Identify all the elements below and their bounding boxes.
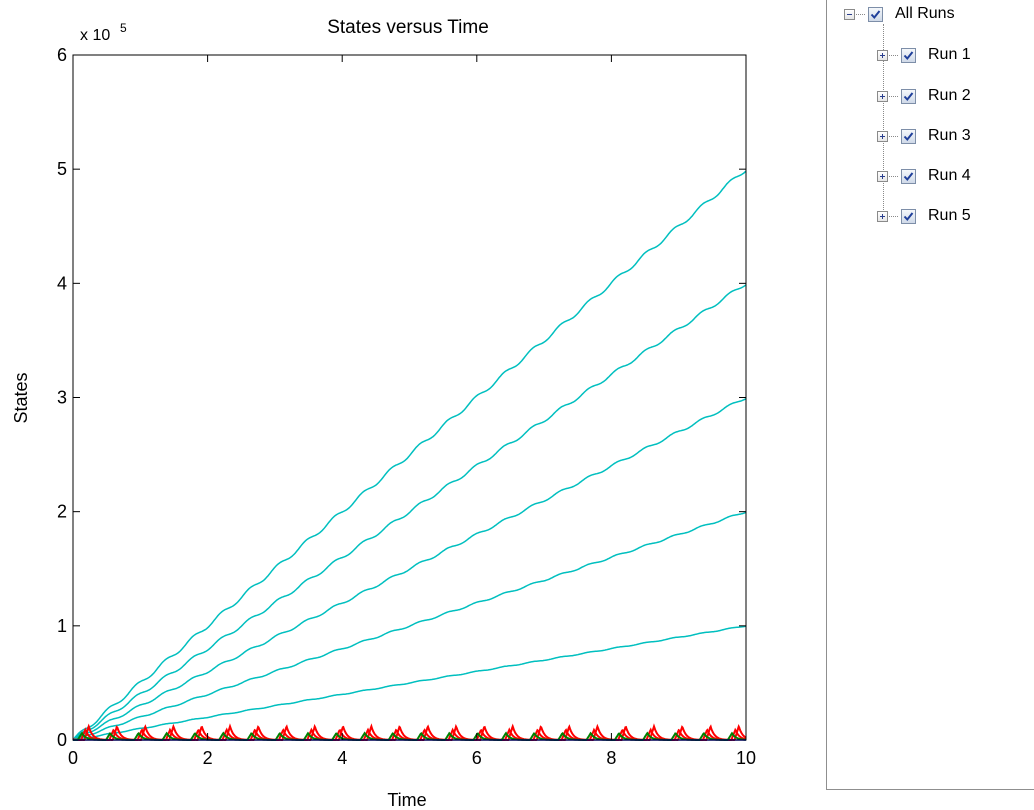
tree-connector-line [883, 24, 884, 214]
series-line-2 [72, 511, 747, 741]
tree-dots [889, 175, 898, 177]
tree-dots [856, 13, 865, 15]
expand-icon[interactable] [877, 170, 888, 182]
check-icon [870, 9, 881, 19]
tree-item-label: Run 5 [928, 207, 971, 224]
series-line-1 [72, 625, 747, 741]
y-tick-label: 0 [57, 730, 67, 750]
check-icon [903, 211, 914, 221]
series-line-3 [72, 397, 747, 741]
expand-icon[interactable] [877, 49, 888, 61]
y-tick-label: 2 [57, 502, 67, 522]
x-tick-label: 2 [203, 748, 213, 768]
check-icon [903, 171, 914, 181]
check-icon [903, 91, 914, 101]
tree-item-run-2[interactable]: Run 2 [877, 85, 971, 107]
tree-item-run-5[interactable]: Run 5 [877, 205, 971, 227]
x-tick-label: 10 [736, 748, 756, 768]
tree-item-run-1[interactable]: Run 1 [877, 44, 971, 66]
chart-title: States versus Time [327, 17, 489, 38]
tree-dots [889, 54, 898, 56]
series-layer [72, 170, 747, 741]
expand-icon[interactable] [877, 210, 888, 222]
tree-dots [889, 95, 898, 97]
x-tick-label: 8 [606, 748, 616, 768]
y-axis-label: States [11, 372, 31, 423]
y-exponent-power: 5 [120, 21, 127, 35]
check-icon [903, 50, 914, 60]
series-line-4 [72, 284, 747, 741]
tree-item-run-3[interactable]: Run 3 [877, 125, 971, 147]
tree-item-label: Run 2 [928, 87, 971, 104]
run-2-checkbox[interactable] [901, 88, 916, 104]
y-tick-label: 3 [57, 388, 67, 408]
tree-item-label: Run 4 [928, 167, 971, 184]
expand-icon[interactable] [877, 90, 888, 102]
tree-item-label: Run 3 [928, 127, 971, 144]
y-exponent-label: x 10 [80, 27, 110, 44]
x-tick-label: 6 [472, 748, 482, 768]
collapse-icon[interactable] [844, 8, 855, 20]
y-tick-label: 5 [57, 159, 67, 179]
tree-dots [889, 215, 898, 217]
expand-icon[interactable] [877, 130, 888, 142]
run-5-checkbox[interactable] [901, 208, 916, 224]
tree-item-label: All Runs [895, 5, 955, 22]
y-tick-label: 4 [57, 273, 67, 293]
run-3-checkbox[interactable] [901, 128, 916, 144]
y-tick-label: 6 [57, 45, 67, 65]
x-tick-label: 4 [337, 748, 347, 768]
states-plot: States versus Time x 10 5 States Time 0 2… [11, 17, 756, 810]
check-icon [903, 131, 914, 141]
run-1-checkbox[interactable] [901, 47, 916, 63]
tree-item-label: Run 1 [928, 46, 971, 63]
series-line-5 [72, 170, 747, 741]
y-tick-label: 1 [57, 616, 67, 636]
run-4-checkbox[interactable] [901, 168, 916, 184]
all-runs-checkbox[interactable] [868, 6, 883, 22]
tree-item-all-runs[interactable]: All Runs [844, 3, 955, 25]
x-tick-label: 0 [68, 748, 78, 768]
run-tree-panel: All Runs Run 1 Run 2 Run 3 Run 4 [826, 0, 1034, 790]
tree-dots [889, 135, 898, 137]
x-axis-label: Time [387, 790, 426, 810]
tree-item-run-4[interactable]: Run 4 [877, 165, 971, 187]
plot-area [72, 54, 747, 741]
ticks-layer: 0 2 4 6 8 10 0 1 2 3 4 5 6 [57, 45, 756, 768]
